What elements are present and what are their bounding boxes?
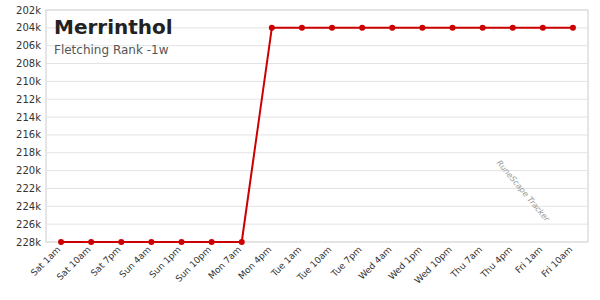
grid-line (46, 99, 588, 100)
point (179, 239, 185, 245)
point (58, 239, 64, 245)
point (450, 25, 456, 31)
x-tick-label: Thu 4pm (478, 244, 514, 280)
x-tick-label: Fri 10am (539, 244, 574, 279)
y-grid (46, 10, 588, 242)
point (209, 239, 215, 245)
y-tick-label: 208k (16, 58, 41, 69)
grid-line (46, 188, 588, 189)
point (299, 25, 305, 31)
y-axis: 202k 204k 206k 208k 210k 212k 214k 216k 218k 220k… (16, 5, 41, 248)
watermark: RuneScape Tracker (495, 158, 552, 224)
subtitle: Fletching Rank -1w (54, 43, 169, 57)
y-tick-label: 204k (16, 22, 41, 33)
line (61, 28, 573, 242)
x-tick-label: Mon 4pm (236, 244, 273, 281)
grid-line (46, 152, 588, 153)
grid-line (46, 81, 588, 82)
plot-frame (46, 10, 588, 242)
point (510, 25, 516, 31)
point (329, 25, 335, 31)
plot-data (58, 25, 576, 245)
point (88, 239, 94, 245)
y-tick-label: 202k (16, 5, 41, 16)
point (480, 25, 486, 31)
y-tick-label: 220k (16, 165, 41, 176)
grid-line (46, 63, 588, 64)
point (148, 239, 154, 245)
chart-container: 202k 204k 206k 208k 210k 212k 214k 216k 218k 220k… (0, 0, 600, 300)
x-tick-label: Thu 7am (448, 244, 484, 280)
y-tick-label: 222k (16, 183, 41, 194)
y-tick-label: 212k (16, 94, 41, 105)
grid-line (46, 134, 588, 135)
x-tick-label: Sat 10am (55, 244, 93, 282)
title: Merrinthol (54, 15, 173, 39)
x-axis: Sat 1amSat 10amSat 7pmSun 4amSun 1pmSun … (29, 244, 575, 285)
y-tick-label: 218k (16, 147, 41, 158)
point (239, 239, 245, 245)
grid-line (46, 224, 588, 225)
x-tick-label: Sun 4am (117, 244, 152, 279)
point (269, 25, 275, 31)
point (570, 25, 576, 31)
grid-line (46, 10, 588, 11)
y-tick-label: 216k (16, 129, 41, 140)
point (419, 25, 425, 31)
y-tick-label: 206k (16, 40, 41, 51)
x-tick-label: Fri 1am (513, 244, 544, 275)
x-tick-label: Tue 10am (295, 244, 334, 283)
x-tick-label: Wed 10pm (413, 244, 454, 285)
grid-line (46, 117, 588, 118)
y-tick-label: 224k (16, 201, 41, 212)
point (389, 25, 395, 31)
x-tick-label: Sun 10pm (173, 244, 213, 284)
y-tick-label: 214k (16, 112, 41, 123)
y-tick-label: 210k (16, 76, 41, 87)
point (118, 239, 124, 245)
point (540, 25, 546, 31)
chart: 202k 204k 206k 208k 210k 212k 214k 216k 218k 220k… (0, 0, 600, 300)
y-tick-label: 228k (16, 237, 41, 248)
y-tick-label: 226k (16, 219, 41, 230)
point (359, 25, 365, 31)
grid-line (46, 206, 588, 207)
